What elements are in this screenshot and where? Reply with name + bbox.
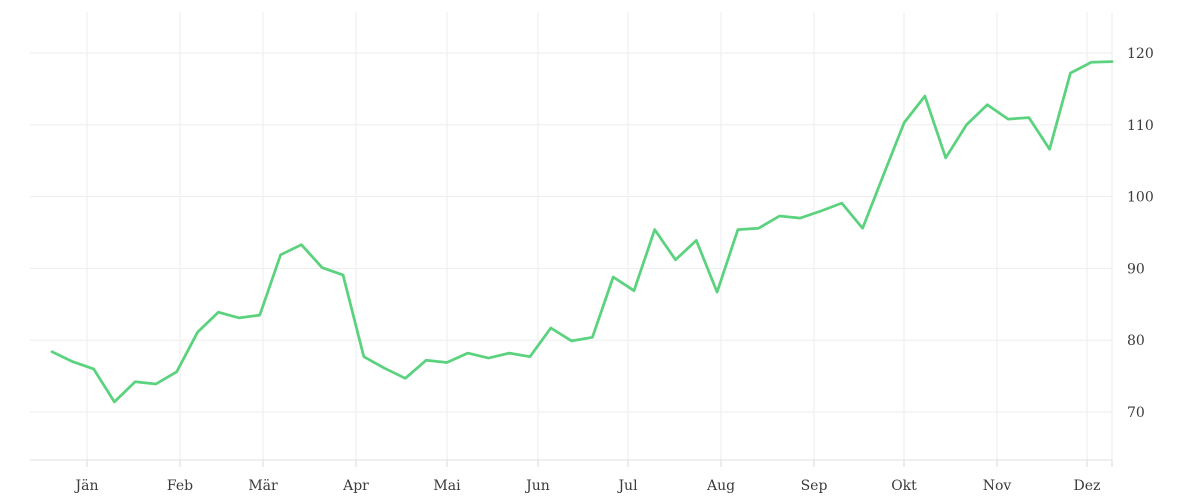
y-axis-tick-label: 80 xyxy=(1127,333,1145,349)
x-axis-month-label: Mär xyxy=(248,478,278,494)
y-axis-tick-label: 110 xyxy=(1127,118,1154,134)
y-axis-tick-label: 70 xyxy=(1127,405,1145,421)
x-axis-month-label: Apr xyxy=(342,478,369,494)
x-axis-month-label: Jun xyxy=(524,478,550,494)
x-axis-month-label: Jän xyxy=(74,478,99,494)
x-axis-month-label: Dez xyxy=(1074,478,1101,494)
x-axis-month-label: Sep xyxy=(801,478,828,494)
y-axis-tick-label: 90 xyxy=(1127,261,1145,277)
y-axis-tick-label: 100 xyxy=(1127,190,1154,206)
x-gridlines xyxy=(86,12,1113,467)
y-axis-labels: 70 80 90 100 110 120 xyxy=(1127,46,1154,421)
x-axis-month-label: Jul xyxy=(616,478,638,494)
x-axis-month-label: Aug xyxy=(706,478,735,494)
x-axis-month-label: Mai xyxy=(433,478,461,494)
x-axis-month-label: Feb xyxy=(167,478,193,494)
price-line-series xyxy=(50,60,1114,404)
x-axis-labels: Jän Feb Mär Apr Mai Jun Jul Aug Sep Okt Nov Dez xyxy=(74,478,1101,494)
x-axis-month-label: Nov xyxy=(983,478,1012,494)
x-axis-month-label: Okt xyxy=(891,478,917,494)
y-axis-tick-label: 120 xyxy=(1127,46,1154,62)
